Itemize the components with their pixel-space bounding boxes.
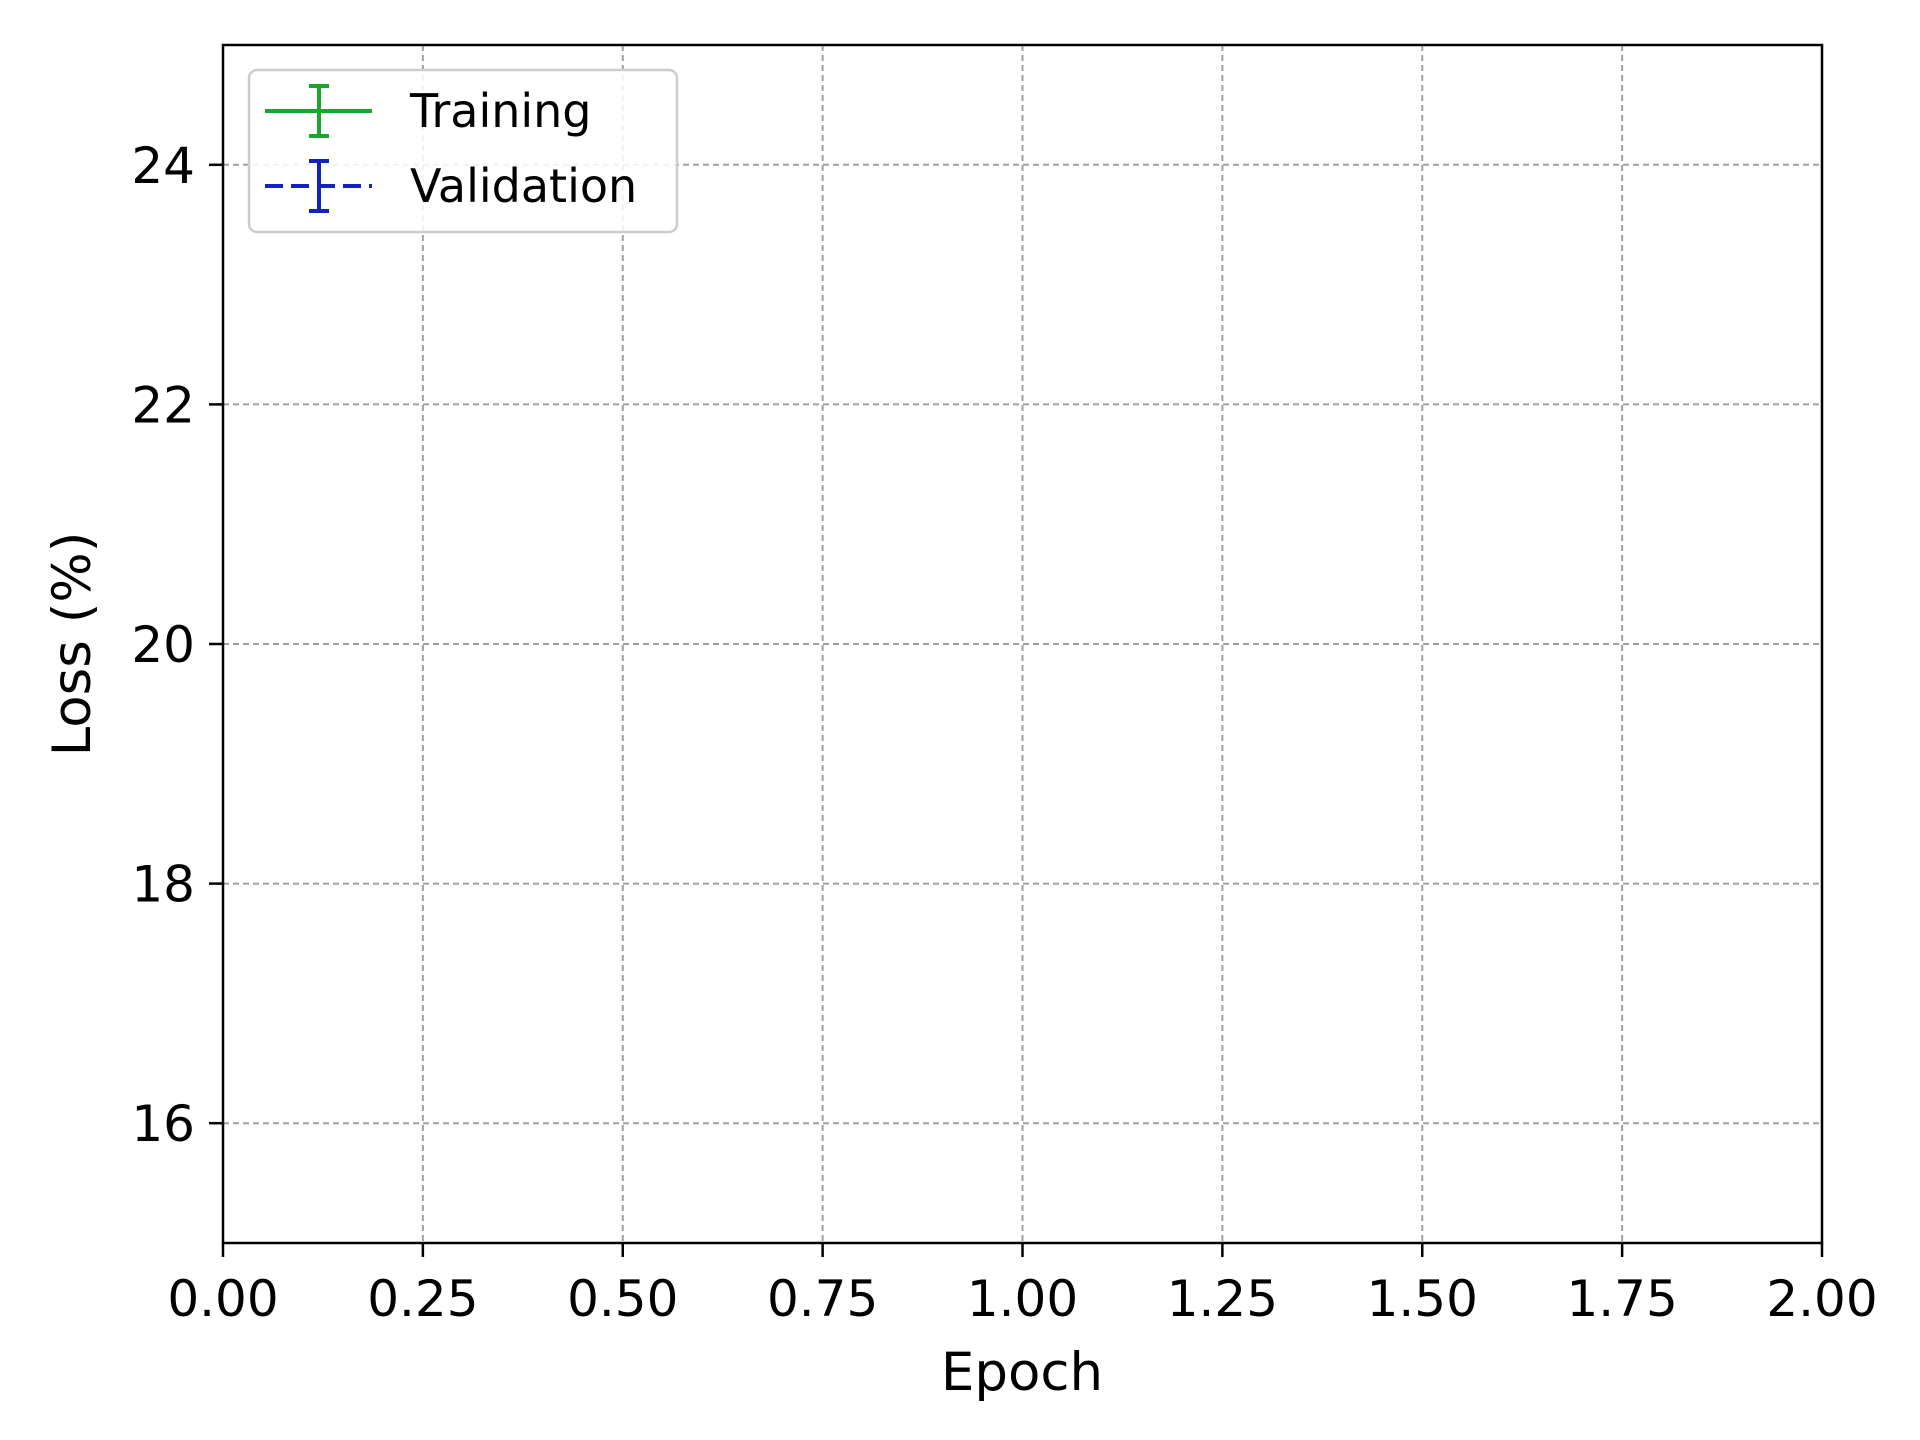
- legend: Training Validation: [247, 68, 679, 234]
- x-axis-label: Epoch: [941, 1342, 1103, 1403]
- legend-entry-validation: Validation: [265, 159, 637, 213]
- x-tick-label: 0.00: [167, 1270, 278, 1328]
- x-tick-label: 1.75: [1566, 1270, 1677, 1328]
- x-tick-label: 0.75: [767, 1270, 878, 1328]
- x-tick-label: 0.25: [367, 1270, 478, 1328]
- x-tick-label: 0.50: [567, 1270, 678, 1328]
- legend-validation-label: Validation: [410, 159, 637, 213]
- x-tick-label: 1.25: [1167, 1270, 1278, 1328]
- legend-entry-training: Training: [265, 84, 592, 138]
- x-axis-ticks: 0.00 0.25 0.50 0.75 1.00 1.25 1.50 1.75 2.00: [167, 1243, 1878, 1328]
- y-tick-label: 24: [131, 137, 195, 195]
- y-tick-label: 18: [131, 856, 195, 914]
- y-tick-label: 20: [131, 616, 195, 674]
- grid: [223, 45, 1822, 1243]
- x-tick-label: 1.00: [967, 1270, 1078, 1328]
- legend-training-label: Training: [409, 84, 592, 138]
- y-axis-ticks: 16 18 20 22 24: [131, 137, 223, 1153]
- x-tick-label: 2.00: [1766, 1270, 1877, 1328]
- x-tick-label: 1.50: [1367, 1270, 1478, 1328]
- y-tick-label: 22: [131, 376, 195, 434]
- y-tick-label: 16: [131, 1095, 195, 1153]
- y-axis-label: Loss (%): [42, 532, 103, 757]
